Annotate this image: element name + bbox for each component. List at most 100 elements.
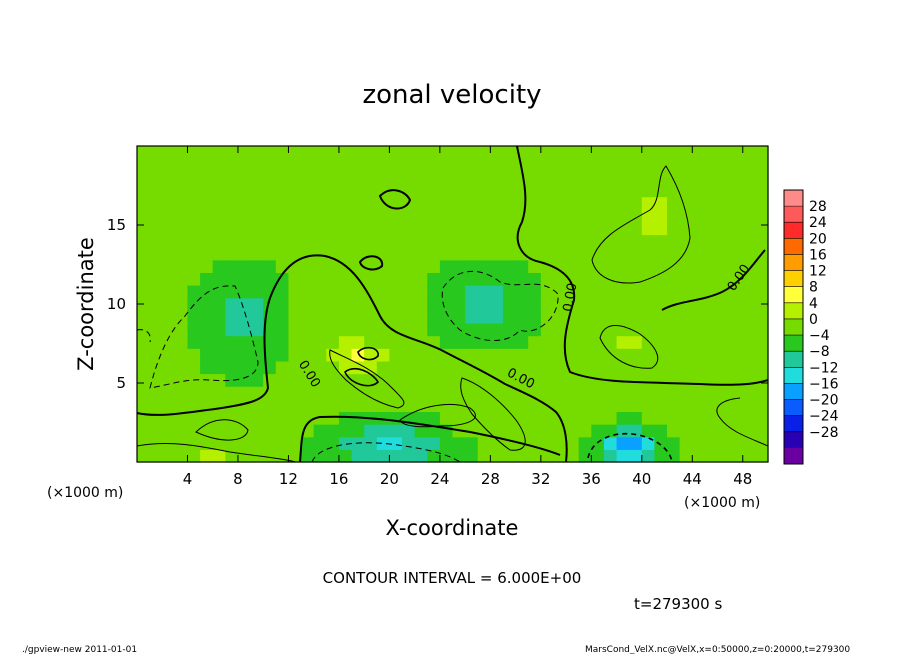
field-cell — [742, 146, 756, 160]
field-cell — [553, 247, 567, 261]
field-cell — [237, 234, 252, 248]
field-cell — [616, 272, 630, 286]
field-cell — [591, 272, 605, 286]
field-cell — [515, 285, 529, 299]
field-cell — [174, 360, 189, 375]
field-cell — [326, 386, 340, 400]
field-cell — [263, 247, 277, 261]
field-cell — [704, 158, 719, 172]
field-cell — [187, 146, 201, 160]
field-cell — [452, 285, 466, 299]
field-cell — [174, 322, 189, 337]
field-cell — [465, 247, 479, 261]
field-cell — [730, 335, 744, 349]
field-cell — [137, 436, 151, 450]
field-cell — [465, 310, 479, 324]
field-cell — [667, 322, 681, 337]
field-cell — [364, 183, 378, 198]
field-cell — [137, 424, 151, 438]
field-cell — [174, 221, 189, 236]
field-cell — [200, 335, 214, 349]
field-cell — [427, 146, 441, 160]
field-cell — [730, 398, 744, 413]
field-cell — [338, 297, 353, 311]
field-cell — [704, 424, 719, 438]
field-cell — [149, 234, 163, 248]
field-cell — [389, 360, 403, 375]
field-cell — [730, 411, 744, 425]
field-cell — [351, 373, 365, 387]
x-tick-label: 44 — [683, 470, 702, 488]
field-cell — [212, 449, 226, 463]
field-cell — [566, 436, 580, 450]
field-cell — [591, 146, 605, 160]
field-cell — [641, 146, 656, 160]
field-cell — [200, 221, 214, 236]
field-cell — [566, 171, 580, 185]
y-tick-label: 5 — [116, 374, 126, 392]
field-cell — [603, 449, 618, 463]
field-cell — [301, 171, 315, 185]
field-cell — [679, 360, 693, 375]
field-cell — [427, 398, 441, 413]
field-cell — [326, 171, 340, 185]
field-cell — [376, 247, 390, 261]
field-cell — [641, 221, 656, 236]
field-cell — [755, 348, 769, 362]
field-cell — [389, 234, 403, 248]
field-cell — [313, 411, 327, 425]
colorbar-swatch — [784, 383, 803, 400]
field-cell — [351, 171, 365, 185]
field-cell — [528, 234, 542, 248]
field-cell — [187, 209, 201, 223]
field-cell — [427, 449, 441, 463]
field-cell — [225, 360, 239, 375]
field-cell — [502, 297, 517, 311]
field-cell — [540, 196, 555, 210]
field-cell — [427, 411, 441, 425]
field-cell — [225, 146, 239, 160]
field-cell — [263, 449, 277, 463]
field-cell — [137, 373, 151, 387]
field-cell — [149, 398, 163, 413]
field-cell — [200, 259, 214, 273]
field-cell — [288, 146, 302, 160]
field-cell — [654, 196, 668, 210]
field-cell — [250, 297, 264, 311]
field-cell — [288, 335, 302, 349]
field-cell — [187, 360, 201, 375]
field-cell — [553, 322, 567, 337]
field-cell — [528, 221, 542, 236]
field-cell — [427, 436, 441, 450]
thin-contour-h — [716, 397, 769, 447]
field-cell — [515, 449, 529, 463]
field-cell — [490, 247, 504, 261]
field-cell — [629, 183, 643, 198]
field-cell — [389, 411, 403, 425]
field-cell — [553, 335, 567, 349]
field-cell — [427, 373, 441, 387]
field-cell — [414, 234, 428, 248]
field-cell — [439, 146, 454, 160]
field-cell — [263, 272, 277, 286]
field-cell — [755, 171, 769, 185]
field-cell — [578, 259, 592, 273]
field-cell — [742, 259, 756, 273]
field-cell — [566, 196, 580, 210]
field-cell — [174, 171, 189, 185]
field-cell — [540, 297, 555, 311]
field-cell — [566, 335, 580, 349]
field-cell — [730, 183, 744, 198]
field-cell — [250, 259, 264, 273]
field-cell — [730, 158, 744, 172]
x-tick-label: 24 — [430, 470, 449, 488]
field-cell — [212, 310, 226, 324]
field-cell — [389, 373, 403, 387]
field-cell — [376, 183, 390, 198]
field-cell — [174, 297, 189, 311]
field-cell — [162, 259, 176, 273]
field-cell — [414, 183, 428, 198]
y-tick-label: 10 — [107, 295, 126, 313]
field-cell — [679, 234, 693, 248]
colorbar-label: −28 — [809, 425, 839, 441]
